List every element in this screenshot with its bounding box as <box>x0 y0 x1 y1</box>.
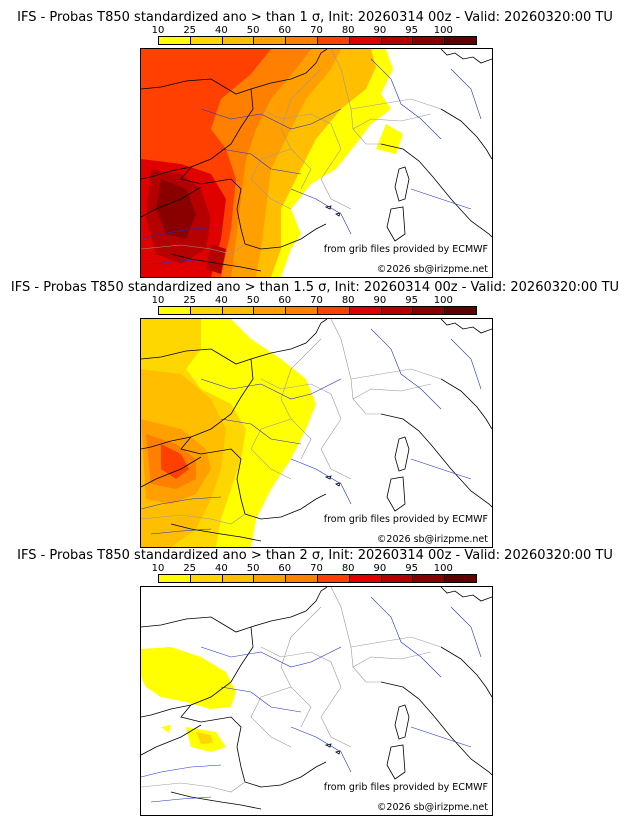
panel-title: IFS - Probas T850 standardized ano > tha… <box>10 280 620 295</box>
legend-swatch <box>445 37 476 44</box>
legend-tick-label: 50 <box>246 25 260 36</box>
legend-tick-label: 25 <box>183 25 197 36</box>
legend-swatch <box>413 37 446 44</box>
legend-swatch <box>190 575 223 582</box>
legend-swatch <box>286 37 318 44</box>
legend-tick-label: 95 <box>405 295 418 306</box>
legend-swatch <box>190 37 223 44</box>
source-credit: from grib files provided by ECMWF <box>323 782 488 793</box>
legend-tick-label: 10 <box>151 25 165 36</box>
legend-swatch <box>159 307 191 314</box>
map-svg <box>141 49 492 277</box>
legend-tick-label: 100 <box>433 563 453 574</box>
legend-swatch <box>349 307 382 314</box>
legend-tick-label: 90 <box>373 563 387 574</box>
legend-swatch <box>381 575 414 582</box>
legend-tick-label: 10 <box>151 295 165 306</box>
legend-swatch <box>286 575 318 582</box>
legend-tick-label: 25 <box>183 563 197 574</box>
legend-swatch <box>286 307 318 314</box>
probability-map: from grib files provided by ECMWF ©2026 … <box>140 586 493 816</box>
legend-swatch <box>254 307 287 314</box>
legend-tick-label: 40 <box>215 563 228 574</box>
legend-ticks: 10 25 40 50 60 70 80 90 95 100 <box>150 295 490 306</box>
copyright-credit: ©2026 sb@irizpme.net <box>376 534 488 545</box>
legend-swatch <box>254 575 287 582</box>
legend-swatch <box>254 37 287 44</box>
legend-swatch <box>222 307 255 314</box>
legend-tick-label: 60 <box>278 563 292 574</box>
probability-map: from grib files provided by ECMWF ©2026 … <box>140 48 493 278</box>
legend-tick-label: 90 <box>373 295 387 306</box>
legend-swatch <box>445 307 476 314</box>
map-svg <box>141 319 492 547</box>
legend-swatch <box>317 575 350 582</box>
legend-tick-label: 50 <box>246 563 260 574</box>
legend-swatch <box>349 37 382 44</box>
legend-tick-label: 10 <box>151 563 165 574</box>
panel-title: IFS - Probas T850 standardized ano > tha… <box>17 10 613 25</box>
legend-swatch <box>159 575 191 582</box>
legend-swatch <box>190 307 223 314</box>
legend-swatch <box>222 37 255 44</box>
legend-tick-label: 90 <box>373 25 387 36</box>
source-credit: from grib files provided by ECMWF <box>323 244 488 255</box>
legend-tick-label: 100 <box>433 295 453 306</box>
legend-ticks: 10 25 40 50 60 70 80 90 95 100 <box>150 563 490 574</box>
copyright-credit: ©2026 sb@irizpme.net <box>376 264 488 275</box>
legend-swatch <box>222 575 255 582</box>
legend-swatch <box>381 37 414 44</box>
legend-tick-label: 70 <box>310 295 323 306</box>
legend-swatch <box>159 37 191 44</box>
legend-tick-label: 60 <box>278 295 292 306</box>
legend-swatch <box>349 575 382 582</box>
copyright-credit: ©2026 sb@irizpme.net <box>376 802 488 813</box>
map-panel-1: IFS - Probas T850 standardized ano > tha… <box>0 10 630 280</box>
map-panel-2: IFS - Probas T850 standardized ano > tha… <box>0 280 630 550</box>
legend-tick-label: 80 <box>341 295 355 306</box>
map-svg <box>141 587 492 810</box>
source-credit: from grib files provided by ECMWF <box>323 514 488 525</box>
legend-tick-label: 40 <box>215 295 228 306</box>
legend-tick-label: 80 <box>341 563 355 574</box>
panel-title: IFS - Probas T850 standardized ano > tha… <box>17 548 613 563</box>
legend-colorbar <box>158 36 477 45</box>
legend-tick-label: 80 <box>341 25 355 36</box>
legend-ticks: 10 25 40 50 60 70 80 90 95 100 <box>150 25 490 36</box>
legend-tick-label: 70 <box>310 563 323 574</box>
legend-tick-label: 70 <box>310 25 323 36</box>
legend-swatch <box>413 575 446 582</box>
legend-tick-label: 95 <box>405 25 418 36</box>
legend-tick-label: 40 <box>215 25 228 36</box>
legend-tick-label: 50 <box>246 295 260 306</box>
probability-map: from grib files provided by ECMWF ©2026 … <box>140 318 493 548</box>
legend-colorbar <box>158 574 477 583</box>
legend-swatch <box>413 307 446 314</box>
legend-swatch <box>317 307 350 314</box>
legend-swatch <box>381 307 414 314</box>
legend-colorbar <box>158 306 477 315</box>
legend-swatch <box>445 575 476 582</box>
legend-swatch <box>317 37 350 44</box>
map-panel-3: IFS - Probas T850 standardized ano > tha… <box>0 548 630 818</box>
legend-tick-label: 25 <box>183 295 197 306</box>
legend-tick-label: 95 <box>405 563 418 574</box>
legend-tick-label: 60 <box>278 25 292 36</box>
legend-tick-label: 100 <box>433 25 453 36</box>
